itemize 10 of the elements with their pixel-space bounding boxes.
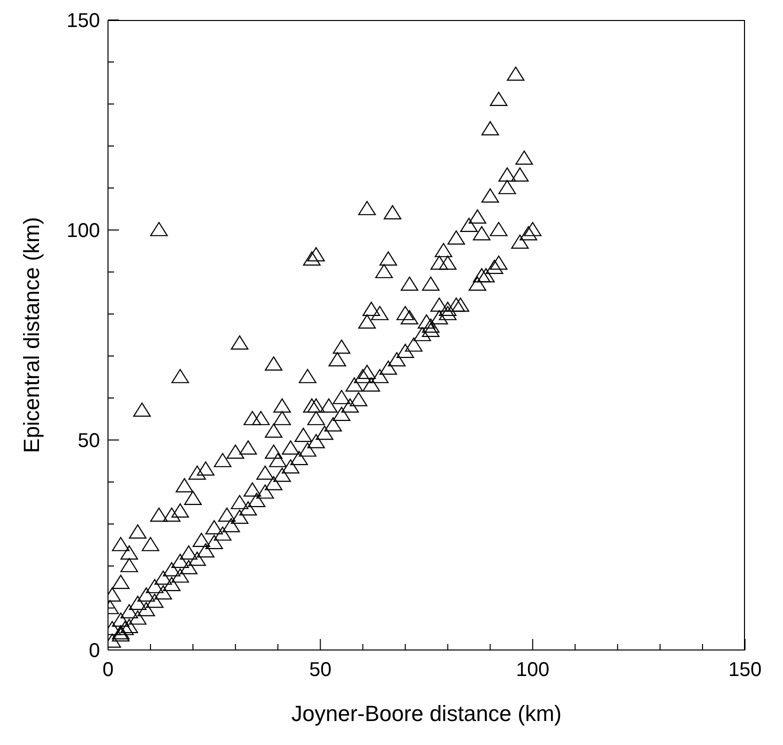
y-tick-label: 100 bbox=[66, 220, 100, 242]
x-tick-label: 150 bbox=[728, 659, 762, 681]
y-tick-label: 150 bbox=[66, 10, 100, 32]
x-axis-title: Joyner-Boore distance (km) bbox=[291, 701, 562, 726]
y-tick-label: 0 bbox=[88, 640, 100, 662]
x-tick-label: 0 bbox=[102, 659, 114, 681]
x-tick-label: 100 bbox=[516, 659, 550, 681]
y-tick-label: 50 bbox=[78, 430, 100, 452]
x-tick-label: 50 bbox=[309, 659, 332, 681]
y-axis-title: Epicentral distance (km) bbox=[18, 217, 44, 453]
